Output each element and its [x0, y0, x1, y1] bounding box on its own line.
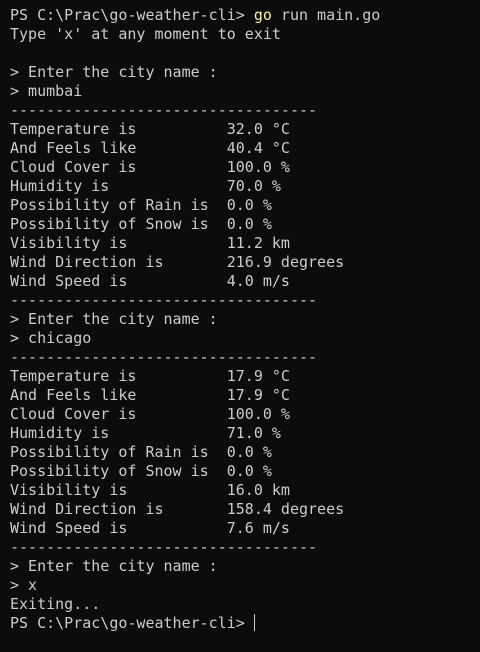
result-row: Possibility of Rain is 0.0 % [10, 196, 480, 215]
result-label: Wind Direction is [10, 253, 164, 271]
result-value: 11.2 km [226, 234, 290, 252]
result-label: Possibility of Rain is [10, 443, 209, 461]
result-row: Visibility is 11.2 km [10, 234, 480, 253]
city-prompt: > Enter the city name : [10, 63, 218, 81]
city-input: > chicago [10, 329, 92, 347]
result-row: And Feels like 40.4 °C [10, 139, 480, 158]
result-row: Cloud Cover is 100.0 % [10, 405, 480, 424]
notice: Type 'x' at any moment to exit [10, 25, 281, 43]
result-value: 70.0 % [226, 177, 281, 195]
result-value: 7.6 m/s [226, 519, 290, 537]
result-label: Humidity is [10, 177, 110, 195]
result-label: Wind Speed is [10, 519, 128, 537]
result-row: Temperature is 17.9 °C [10, 367, 480, 386]
result-label: Wind Direction is [10, 500, 164, 518]
divider: ---------------------------------- [10, 101, 318, 119]
result-value: 0.0 % [226, 196, 272, 214]
city-prompt: > Enter the city name : [10, 310, 218, 328]
result-label: Visibility is [10, 481, 128, 499]
divider: ---------------------------------- [10, 538, 318, 556]
command: go [253, 6, 272, 24]
result-label: Possibility of Snow is [10, 462, 209, 480]
result-label: And Feels like [10, 139, 137, 157]
result-row: Humidity is 71.0 % [10, 424, 480, 443]
command-line: PS C:\Prac\go-weather-cli> go run main.g… [10, 6, 480, 25]
result-value: 16.0 km [226, 481, 290, 499]
result-row: Possibility of Snow is 0.0 % [10, 215, 480, 234]
result-value: 0.0 % [226, 443, 272, 461]
result-value: 32.0 °C [226, 120, 290, 138]
result-label: Humidity is [10, 424, 110, 442]
prompt: PS C:\Prac\go-weather-cli> [10, 614, 245, 632]
result-label: And Feels like [10, 386, 137, 404]
result-value: 100.0 % [226, 158, 290, 176]
result-value: 158.4 degrees [226, 500, 345, 518]
divider: ---------------------------------- [10, 348, 318, 366]
result-value: 40.4 °C [226, 139, 290, 157]
result-row: Wind Speed is 4.0 m/s [10, 272, 480, 291]
result-row: Wind Direction is 158.4 degrees [10, 500, 480, 519]
result-value: 71.0 % [226, 424, 281, 442]
result-label: Cloud Cover is [10, 405, 137, 423]
result-row: Possibility of Snow is 0.0 % [10, 462, 480, 481]
result-label: Wind Speed is [10, 272, 128, 290]
result-value: 100.0 % [226, 405, 290, 423]
command-line: PS C:\Prac\go-weather-cli> [10, 614, 480, 633]
result-label: Temperature is [10, 367, 137, 385]
blank-line [10, 44, 480, 63]
cursor [253, 614, 255, 631]
city-input: > mumbai [10, 82, 83, 100]
result-label: Cloud Cover is [10, 158, 137, 176]
result-label: Visibility is [10, 234, 128, 252]
result-label: Possibility of Rain is [10, 196, 209, 214]
result-label: Temperature is [10, 120, 137, 138]
result-row: And Feels like 17.9 °C [10, 386, 480, 405]
result-label: Possibility of Snow is [10, 215, 209, 233]
result-value: 17.9 °C [226, 386, 290, 404]
command-args: run main.go [280, 6, 381, 24]
result-row: Visibility is 16.0 km [10, 481, 480, 500]
divider: ---------------------------------- [10, 291, 318, 309]
result-row: Cloud Cover is 100.0 % [10, 158, 480, 177]
result-row: Possibility of Rain is 0.0 % [10, 443, 480, 462]
result-value: 0.0 % [226, 215, 272, 233]
exit-message: Exiting... [10, 595, 101, 613]
result-row: Humidity is 70.0 % [10, 177, 480, 196]
result-row: Temperature is 32.0 °C [10, 120, 480, 139]
result-value: 216.9 degrees [226, 253, 345, 271]
result-row: Wind Direction is 216.9 degrees [10, 253, 480, 272]
city-input: > x [10, 576, 38, 594]
result-value: 17.9 °C [226, 367, 290, 385]
result-row: Wind Speed is 7.6 m/s [10, 519, 480, 538]
city-prompt: > Enter the city name : [10, 557, 218, 575]
result-value: 4.0 m/s [226, 272, 290, 290]
result-value: 0.0 % [226, 462, 272, 480]
prompt: PS C:\Prac\go-weather-cli> [10, 6, 245, 24]
